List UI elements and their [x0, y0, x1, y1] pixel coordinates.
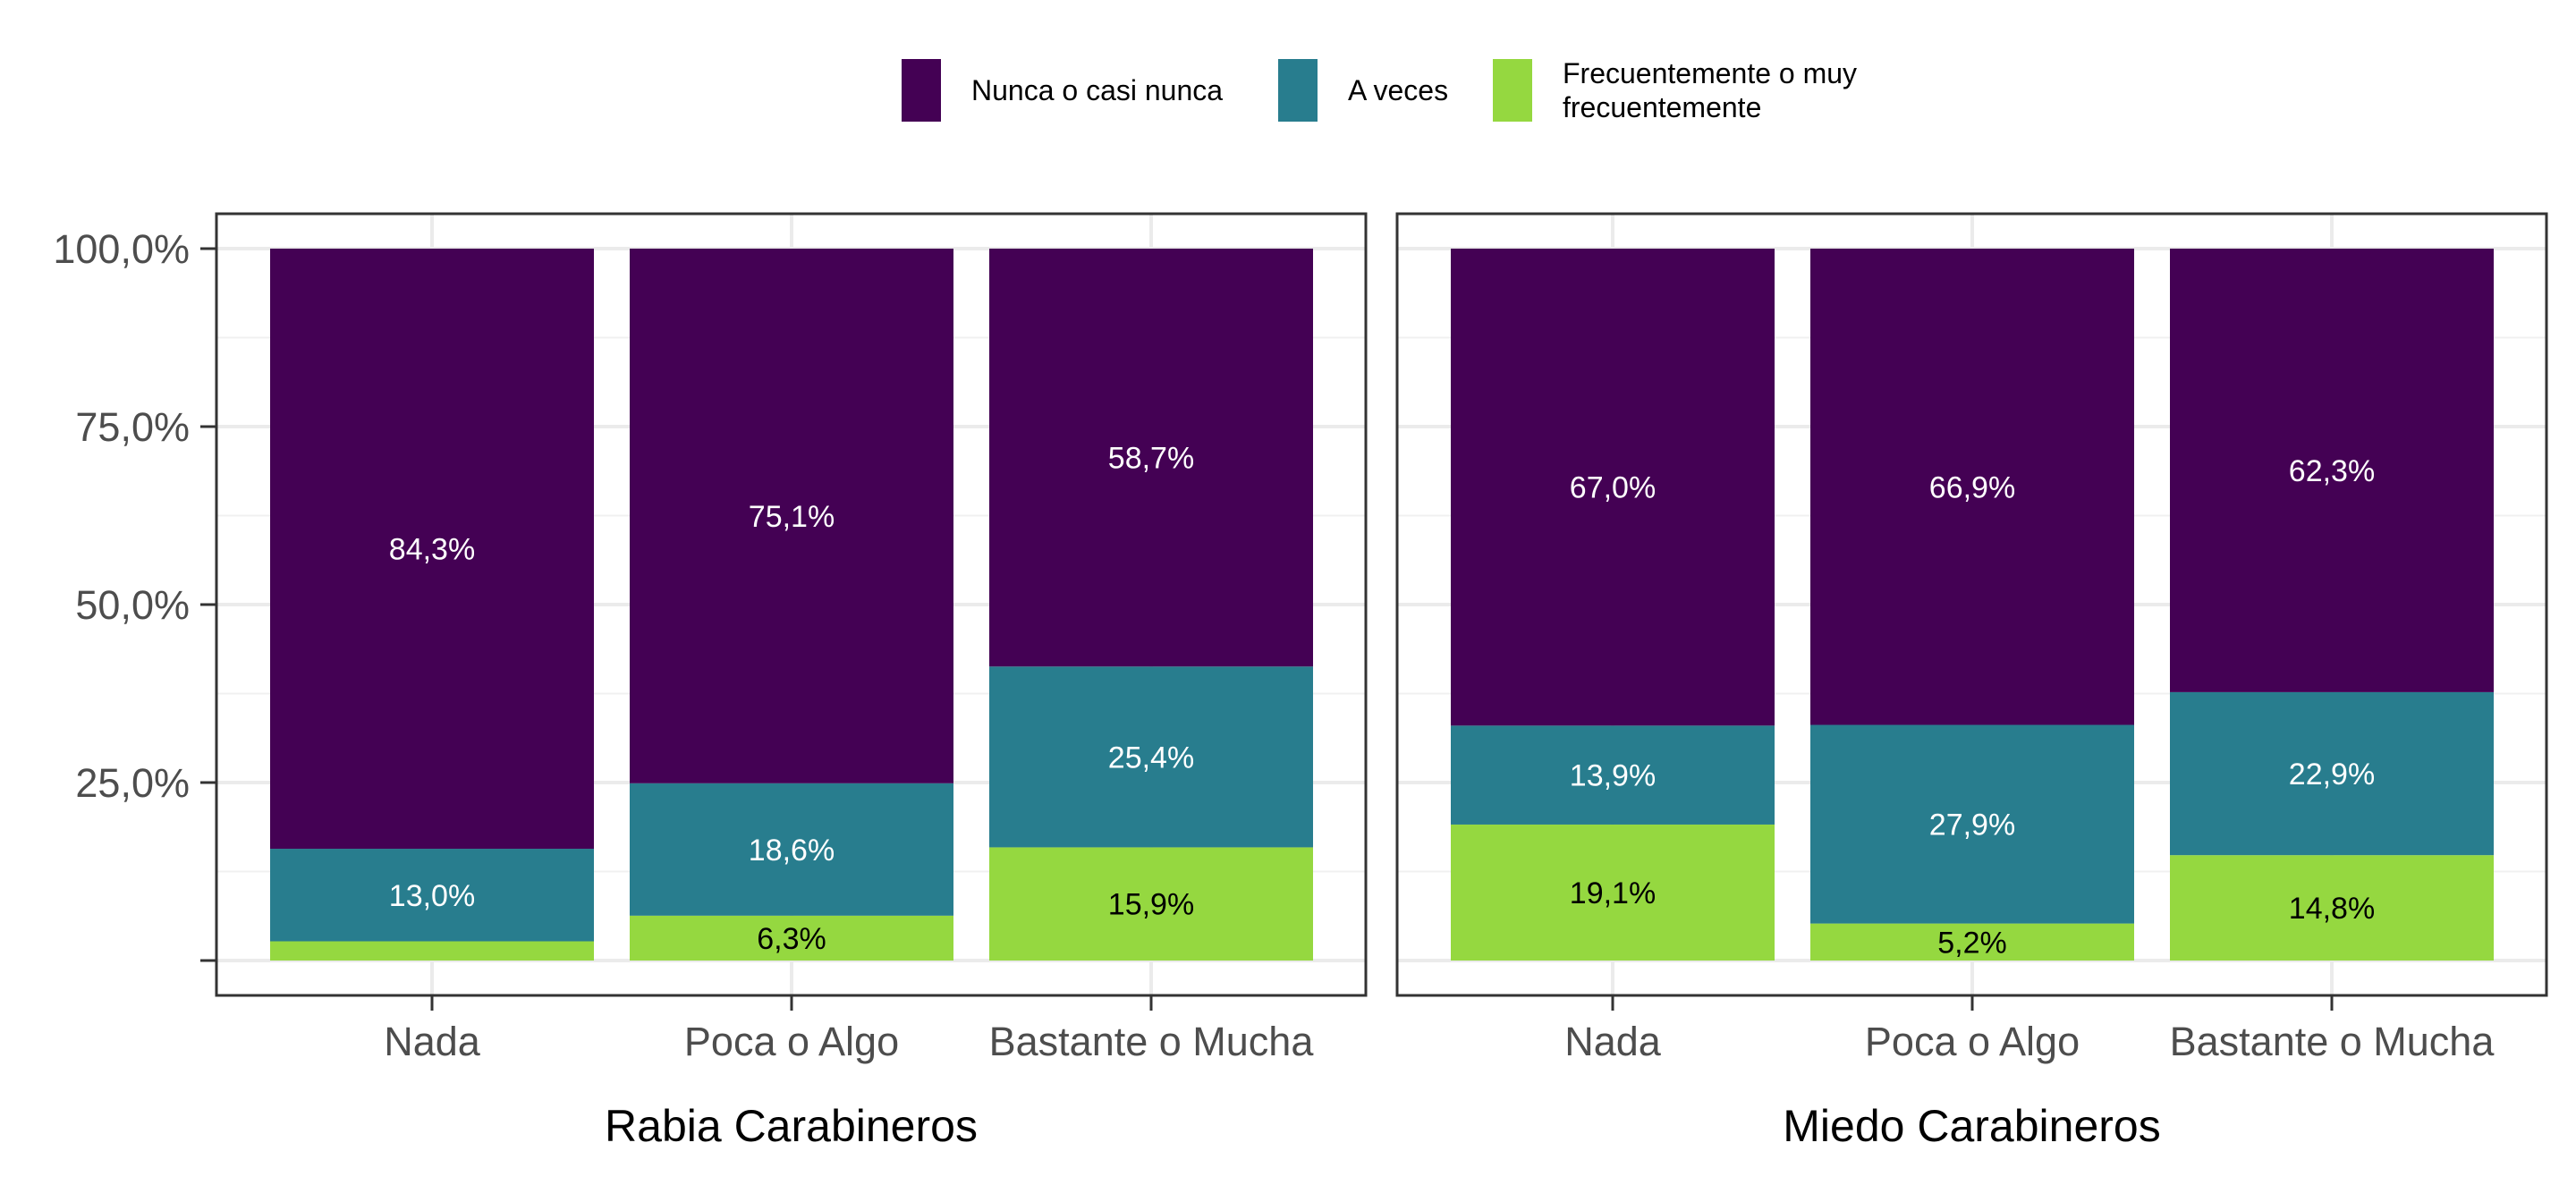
bar-segment [2170, 855, 2494, 961]
bar-segment [2170, 691, 2494, 856]
data-label: 84,3% [389, 533, 475, 567]
data-label: 19,1% [1570, 876, 1656, 910]
bar-segment [989, 249, 1313, 667]
x-tick-label: Nada [384, 1019, 481, 1064]
panel-border [1395, 212, 2548, 997]
x-tick-label: Nada [1564, 1019, 1662, 1064]
bar-segment [1451, 824, 1775, 961]
data-label: 27,9% [1929, 808, 2015, 842]
legend-key-frecuente [1493, 59, 1532, 122]
y-tick-label: 50,0% [75, 582, 190, 628]
data-label: 15,9% [1108, 888, 1194, 922]
legend-key-aveces [1278, 59, 1318, 122]
data-label: 13,9% [1570, 759, 1656, 793]
legend: Nunca o casi nunca A veces Frecuentemente … [902, 57, 1857, 123]
x-tick-label: Poca o Algo [684, 1019, 899, 1064]
data-label: 62,3% [2289, 454, 2375, 488]
bar-segment [2170, 249, 2494, 692]
legend-label-aveces: A veces [1348, 74, 1448, 106]
data-label: 13,0% [389, 879, 475, 913]
bar-segment [270, 941, 594, 961]
y-tick-label: 25,0% [75, 760, 190, 806]
bar-segment [270, 849, 594, 942]
legend-label-frecuente: Frecuentemente o muy [1563, 57, 1857, 89]
bar-segment [630, 915, 953, 961]
data-label: 66,9% [1929, 470, 2015, 504]
data-label: 14,8% [2289, 892, 2375, 926]
bar-segment [989, 666, 1313, 848]
legend-label-frecuente: frecuentemente [1563, 91, 1761, 123]
bar-segment [270, 249, 594, 850]
bar-segment [989, 847, 1313, 961]
data-label: 18,6% [749, 834, 835, 868]
y-axis: 25,0% 50,0% 75,0% 100,0% [53, 226, 216, 962]
panel-2: 19,1% 13,9% 67,0% Nada 5,2% 27,9% 66,9% Poca o … [1395, 212, 2548, 1151]
panel-x-title: Miedo Carabineros [1783, 1101, 2160, 1151]
bar-segment [1451, 725, 1775, 825]
data-label: 22,9% [2289, 758, 2375, 791]
x-tick-label: Poca o Algo [1865, 1019, 2080, 1064]
data-label: 67,0% [1570, 471, 1656, 505]
legend-label-nunca: Nunca o casi nunca [971, 74, 1223, 106]
bar-segment [630, 249, 953, 783]
bar-segment [630, 783, 953, 916]
data-label: 58,7% [1108, 442, 1194, 476]
bar-segment [1810, 249, 2134, 725]
y-tick-label: 75,0% [75, 404, 190, 450]
bar-segment [1810, 923, 2134, 961]
data-label: 6,3% [757, 922, 826, 956]
x-tick-label: Bastante o Mucha [989, 1019, 1315, 1064]
y-tick-label: 100,0% [53, 226, 190, 272]
data-label: 25,4% [1108, 741, 1194, 775]
x-tick-label: Bastante o Mucha [2170, 1019, 2496, 1064]
legend-key-nunca [902, 59, 941, 122]
panel-border [215, 212, 1368, 997]
bar-segment [1810, 724, 2134, 924]
panel-1: 13,0% 84,3% Nada 6,3% 18,6% 75,1% Poca o Algo 1… [215, 212, 1368, 1151]
bar-segment [1451, 249, 1775, 726]
data-label: 5,2% [1937, 926, 2007, 960]
data-label: 75,1% [749, 500, 835, 534]
panel-x-title: Rabia Carabineros [605, 1101, 978, 1151]
